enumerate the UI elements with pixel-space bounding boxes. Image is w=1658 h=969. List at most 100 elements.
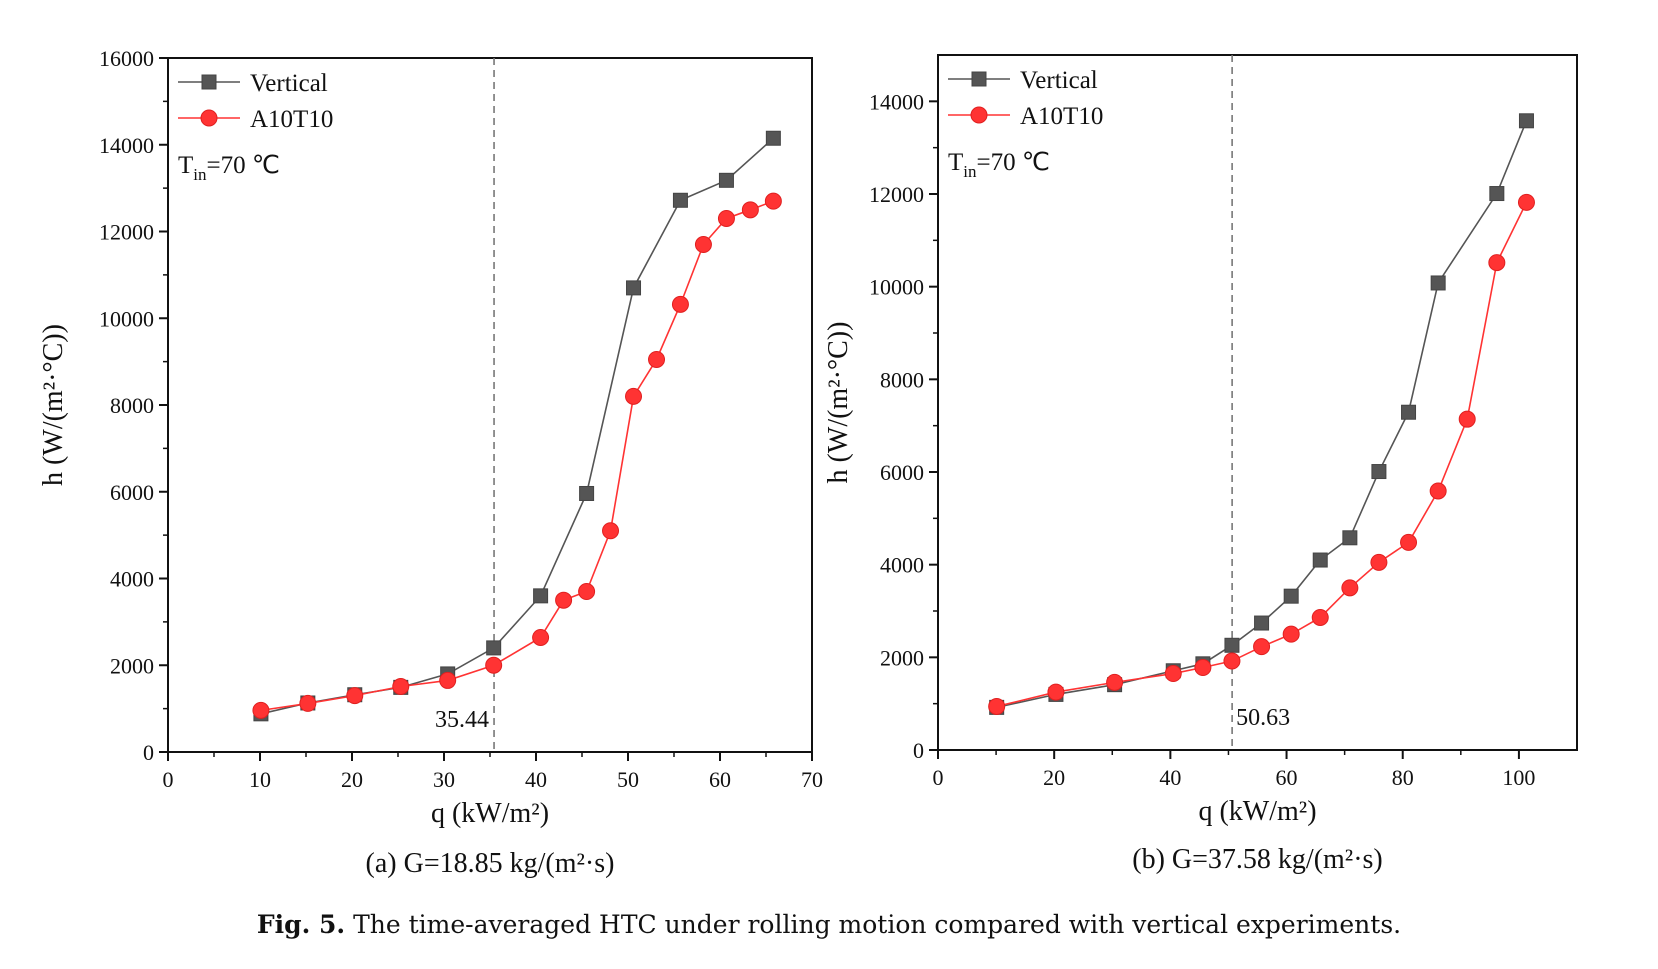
panel-subcaption: (a) G=18.85 kg/(m²·s) <box>366 848 615 879</box>
data-point-vertical <box>1283 588 1299 604</box>
y-tick-label: 0 <box>143 740 154 765</box>
data-point-vertical <box>579 485 595 501</box>
legend-label-a10t10: A10T10 <box>1020 103 1103 130</box>
data-point-vertical <box>1342 530 1358 546</box>
x-tick-label: 20 <box>341 767 363 792</box>
data-point-a10t10 <box>1429 482 1447 500</box>
data-point-vertical <box>718 172 734 188</box>
y-axis-title: h (W/(m²·°C)) <box>38 324 69 486</box>
data-point-a10t10 <box>1047 683 1065 701</box>
x-tick-label: 30 <box>433 767 455 792</box>
x-axis-title: q (kW/m²) <box>431 798 549 829</box>
data-point-a10t10 <box>1194 659 1212 677</box>
chart-panel-a: 0 10 20 30 40 50 60 70 0 2000 4000 6000 8000 10000 120… <box>38 46 823 879</box>
data-point-a10t10 <box>1400 533 1418 551</box>
data-point-vertical <box>765 130 781 146</box>
y-tick-label: 4000 <box>880 553 924 578</box>
legend-marker-circle <box>970 106 988 124</box>
data-point-a10t10 <box>671 295 689 313</box>
data-point-a10t10 <box>625 387 643 405</box>
panel-subcaption: (b) G=37.58 kg/(m²·s) <box>1132 844 1382 875</box>
data-point-vertical <box>672 192 688 208</box>
data-point-a10t10 <box>485 656 503 674</box>
data-point-a10t10 <box>1517 193 1535 211</box>
data-point-a10t10 <box>555 591 573 609</box>
y-tick-label: 16000 <box>99 46 154 71</box>
x-tick-label: 40 <box>525 767 547 792</box>
data-point-a10t10 <box>1164 665 1182 683</box>
data-point-a10t10 <box>694 236 712 254</box>
threshold-label: 50.63 <box>1236 705 1290 731</box>
data-point-vertical <box>626 280 642 296</box>
x-tick-label: 60 <box>1276 765 1298 790</box>
data-point-vertical <box>1489 186 1505 202</box>
data-point-a10t10 <box>648 350 666 368</box>
y-tick-label: 12000 <box>869 182 924 207</box>
data-point-a10t10 <box>439 671 457 689</box>
data-point-a10t10 <box>392 678 410 696</box>
legend-marker-square <box>971 71 987 87</box>
x-tick-label: 0 <box>933 765 944 790</box>
y-tick-label: 14000 <box>99 133 154 158</box>
data-point-a10t10 <box>602 522 620 540</box>
y-tick-label: 2000 <box>110 653 154 678</box>
data-point-a10t10 <box>764 192 782 210</box>
threshold-label: 35.44 <box>435 707 489 733</box>
x-tick-label: 20 <box>1043 765 1065 790</box>
data-point-a10t10 <box>1341 579 1359 597</box>
data-point-vertical <box>486 640 502 656</box>
data-point-a10t10 <box>299 694 317 712</box>
x-tick-label: 100 <box>1502 765 1535 790</box>
data-point-a10t10 <box>1488 254 1506 272</box>
inlet-temperature-annotation: Tin=70 ℃ <box>178 152 280 184</box>
data-point-a10t10 <box>988 697 1006 715</box>
inlet-temperature-annotation: Tin=70 ℃ <box>948 149 1050 181</box>
data-point-vertical <box>1224 637 1240 653</box>
data-point-vertical <box>1430 275 1446 291</box>
data-point-a10t10 <box>1282 625 1300 643</box>
figure-canvas: 0 10 20 30 40 50 60 70 0 2000 4000 6000 8000 10000 120… <box>38 46 1578 879</box>
chart-panel-b: 0 20 40 60 80 100 0 2000 4000 6000 8000 10000 12000 1… <box>823 54 1578 875</box>
x-tick-label: 80 <box>1392 765 1414 790</box>
data-point-a10t10 <box>578 583 596 601</box>
y-tick-label: 2000 <box>880 645 924 670</box>
series-line-a10t10 <box>996 201 1528 708</box>
data-point-vertical <box>1312 552 1328 568</box>
x-tick-label: 50 <box>617 767 639 792</box>
y-tick-label: 10000 <box>99 306 154 331</box>
y-tick-label: 8000 <box>110 393 154 418</box>
plot-frame <box>937 54 1578 751</box>
figure-caption-text: The time-averaged HTC under rolling moti… <box>353 910 1402 939</box>
data-point-a10t10 <box>346 687 364 705</box>
legend-label-a10t10: A10T10 <box>250 106 333 133</box>
y-tick-label: 12000 <box>99 220 154 245</box>
data-point-a10t10 <box>741 201 759 219</box>
legend-label-vertical: Vertical <box>1020 67 1098 94</box>
data-point-a10t10 <box>1311 608 1329 626</box>
x-tick-label: 60 <box>709 767 731 792</box>
y-tick-label: 6000 <box>110 480 154 505</box>
x-tick-label: 70 <box>801 767 823 792</box>
legend-label-vertical: Vertical <box>250 70 328 97</box>
legend-marker-circle <box>200 109 218 127</box>
y-tick-label: 8000 <box>880 367 924 392</box>
data-point-a10t10 <box>1223 652 1241 670</box>
x-tick-label: 10 <box>249 767 271 792</box>
data-point-a10t10 <box>1458 410 1476 428</box>
data-point-vertical <box>1401 404 1417 420</box>
y-tick-label: 4000 <box>110 567 154 592</box>
figure-caption-label: Fig. 5. <box>256 910 346 939</box>
series-line-a10t10 <box>260 200 774 712</box>
figure-caption: Fig. 5. The time-averaged HTC under roll… <box>0 910 1658 939</box>
data-point-vertical <box>533 588 549 604</box>
data-point-vertical <box>1518 113 1534 129</box>
data-point-a10t10 <box>1253 638 1271 656</box>
data-point-a10t10 <box>252 701 270 719</box>
data-point-vertical <box>1254 615 1270 631</box>
y-tick-label: 6000 <box>880 460 924 485</box>
y-tick-label: 10000 <box>869 275 924 300</box>
data-point-a10t10 <box>1106 673 1124 691</box>
y-axis-title: h (W/(m²·°C)) <box>823 322 854 484</box>
data-point-vertical <box>1371 464 1387 480</box>
x-tick-label: 40 <box>1159 765 1181 790</box>
